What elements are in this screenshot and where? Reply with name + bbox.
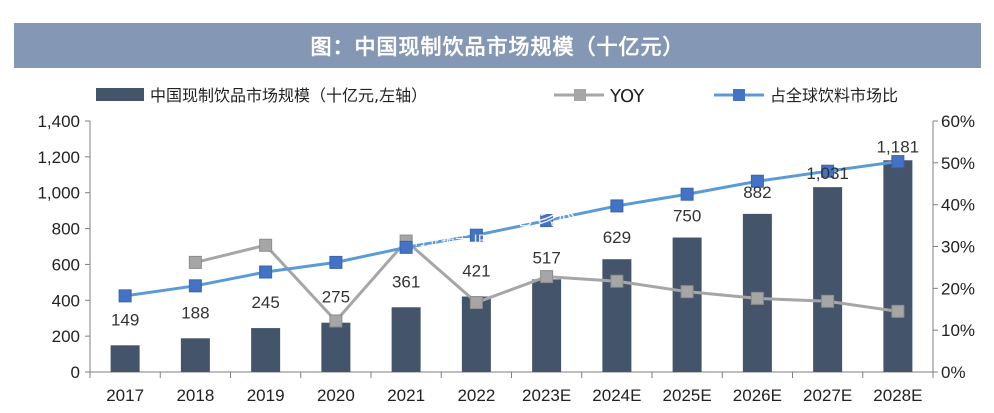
global-share-line (124, 160, 899, 298)
global-share-marker (188, 279, 202, 293)
bar-value-label: 188 (181, 303, 209, 322)
left-axis-tick-label: 800 (52, 220, 80, 239)
bar-value-label: 245 (251, 293, 279, 312)
x-axis-tick-label: 2027E (803, 386, 852, 405)
bar (391, 307, 421, 372)
data-labels: 149 188 245 275 361 421 517 629 750 882 1,031 1,181 (111, 137, 919, 329)
left-axis-tick-label: 1,400 (37, 112, 80, 131)
right-axis-tick-label: 20% (941, 279, 975, 298)
bar-value-label: 1,181 (877, 137, 920, 156)
bar-value-label: 421 (462, 262, 490, 281)
x-axis-tick-label: 2020 (317, 386, 355, 405)
bar-value-label: 361 (392, 272, 420, 291)
yoy-marker (821, 294, 835, 308)
x-axis-tick-label: 2028E (873, 386, 922, 405)
legend-bar-swatch (96, 88, 144, 101)
yoy-marker (469, 296, 483, 310)
legend-share-label: 占全球饮料市场比 (770, 86, 898, 105)
global-share-marker (469, 228, 483, 242)
yoy-marker (259, 238, 273, 252)
yoy-marker (540, 270, 554, 284)
bar (532, 279, 562, 372)
right-axis-tick-label: 60% (941, 112, 975, 131)
bar (672, 237, 702, 372)
bar (180, 338, 210, 372)
global-share-marker (329, 255, 343, 269)
bar (461, 296, 491, 372)
legend-yoy-marker (574, 89, 586, 101)
watermark-site: 行业报告 IPOIPO.CN (413, 233, 545, 249)
x-axis-tick-label: 2022 (457, 386, 495, 405)
global-share-marker (610, 199, 624, 213)
x-axis-tick-label: 2017 (106, 386, 144, 405)
right-axis-tick-label: 10% (941, 321, 975, 340)
right-axis-tick-label: 0% (941, 363, 966, 382)
line-series (118, 155, 905, 328)
bar-value-label: 750 (673, 207, 701, 226)
yoy-marker (750, 291, 764, 305)
legend-bar-label: 中国现制饮品市场规模（十亿元,左轴） (150, 86, 427, 105)
global-share-marker (821, 164, 835, 178)
global-share-marker (750, 174, 764, 188)
bar-value-label: 149 (111, 310, 139, 329)
bar (110, 345, 140, 372)
bar (883, 160, 913, 372)
right-axis-tick-label: 50% (941, 154, 975, 173)
bar-value-label: 629 (603, 228, 631, 247)
left-axis-tick-label: 400 (52, 291, 80, 310)
bar-value-label: 275 (322, 288, 350, 307)
global-share-marker (891, 155, 905, 169)
bar (251, 328, 281, 372)
x-axis-tick-label: 2023E (522, 386, 571, 405)
x-axis-tick-label: 2021 (387, 386, 425, 405)
yoy-marker (188, 255, 202, 269)
bar (813, 187, 843, 372)
legend-yoy-label: YOY (609, 86, 645, 107)
x-axis-tick-label: 2019 (247, 386, 285, 405)
chart-axes: 0 200 400 600 800 1,000 1,200 1,400 0% 10% 20% 30% 4… (37, 112, 975, 405)
left-axis-tick-label: 600 (52, 255, 80, 274)
bar-value-label: 882 (743, 183, 771, 202)
global-share-marker (259, 265, 273, 279)
bar-value-label: 1,031 (806, 164, 849, 183)
yoy-marker (680, 285, 694, 299)
x-axis-tick-label: 2025E (663, 386, 712, 405)
yoy-marker (891, 304, 905, 318)
x-axis-tick-label: 2026E (733, 386, 782, 405)
global-share-marker (540, 214, 554, 228)
chart-title: 图：中国现制饮品市场规模（十亿元） (310, 34, 685, 59)
left-axis-tick-label: 1,200 (37, 148, 80, 167)
right-axis-tick-label: 30% (941, 238, 975, 257)
x-axis-tick-label: 2024E (592, 386, 641, 405)
global-share-marker (118, 289, 132, 303)
bar (321, 322, 351, 372)
left-axis-tick-label: 0 (71, 363, 80, 382)
legend-share-marker (733, 89, 745, 101)
bar-value-label: 517 (532, 248, 560, 267)
global-share-marker (680, 187, 694, 201)
x-axis-tick-label: 2018 (176, 386, 214, 405)
yoy-marker (329, 314, 343, 328)
chart-title-banner: 图：中国现制饮品市场规模（十亿元） (14, 23, 981, 68)
watermark-brand: 并购家 (444, 179, 582, 233)
global-share-marker (399, 240, 413, 254)
left-axis-tick-label: 1,000 (37, 184, 80, 203)
watermark: 并购家 行业报告 IPOIPO.CN (413, 178, 583, 249)
yoy-marker (610, 274, 624, 288)
legend: 中国现制饮品市场规模（十亿元,左轴） YOY 占全球饮料市场比 (96, 86, 898, 107)
left-axis-tick-label: 200 (52, 327, 80, 346)
bar-series (110, 160, 913, 372)
right-axis-tick-label: 40% (941, 196, 975, 215)
